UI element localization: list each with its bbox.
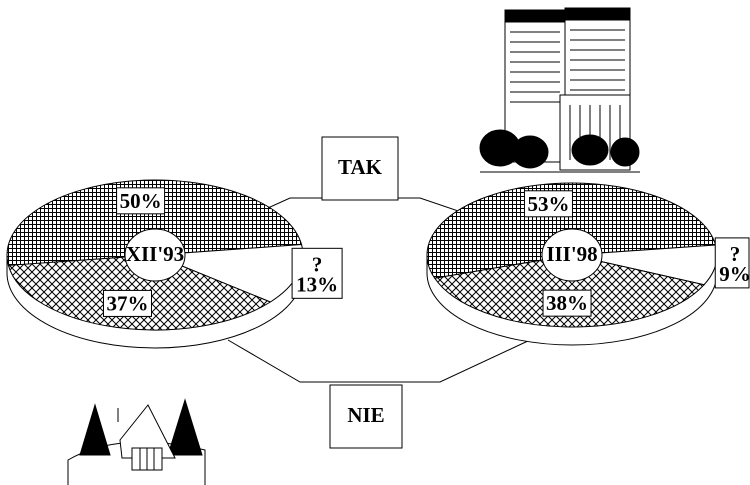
category-label: NIE	[347, 403, 384, 427]
category-box: TAK	[321, 136, 399, 201]
pie-center	[541, 228, 603, 282]
category-label: ?	[730, 242, 741, 266]
category-box: NIE	[329, 384, 403, 449]
label-box	[116, 187, 166, 215]
category-label: ?	[312, 252, 323, 276]
value-label: 37%	[106, 291, 148, 315]
value-label-group: 53%	[523, 190, 573, 218]
pie-slice	[6, 179, 303, 266]
value-label: 50%	[120, 189, 162, 213]
house-icon	[67, 398, 206, 485]
value-label: 38%	[546, 291, 588, 315]
label-box	[102, 289, 152, 317]
value-label-group: 37%	[102, 289, 152, 317]
value-label-group: ?13%	[291, 247, 343, 299]
value-label: 9%	[719, 262, 750, 286]
label-box	[523, 190, 573, 218]
value-label-group: 50%	[116, 187, 166, 215]
value-label: 53%	[527, 192, 569, 216]
value-label: 13%	[296, 272, 338, 296]
category-label: TAK	[338, 155, 383, 179]
series-name: III'98	[546, 242, 597, 266]
series-name: XII'93	[126, 242, 184, 266]
office-building-icon	[479, 7, 640, 173]
value-label-group: ?9%	[714, 237, 750, 289]
pie-center	[124, 228, 186, 282]
label-box	[542, 289, 592, 317]
label-box	[714, 237, 750, 289]
value-label-group: 38%	[542, 289, 592, 317]
label-box	[291, 247, 343, 299]
